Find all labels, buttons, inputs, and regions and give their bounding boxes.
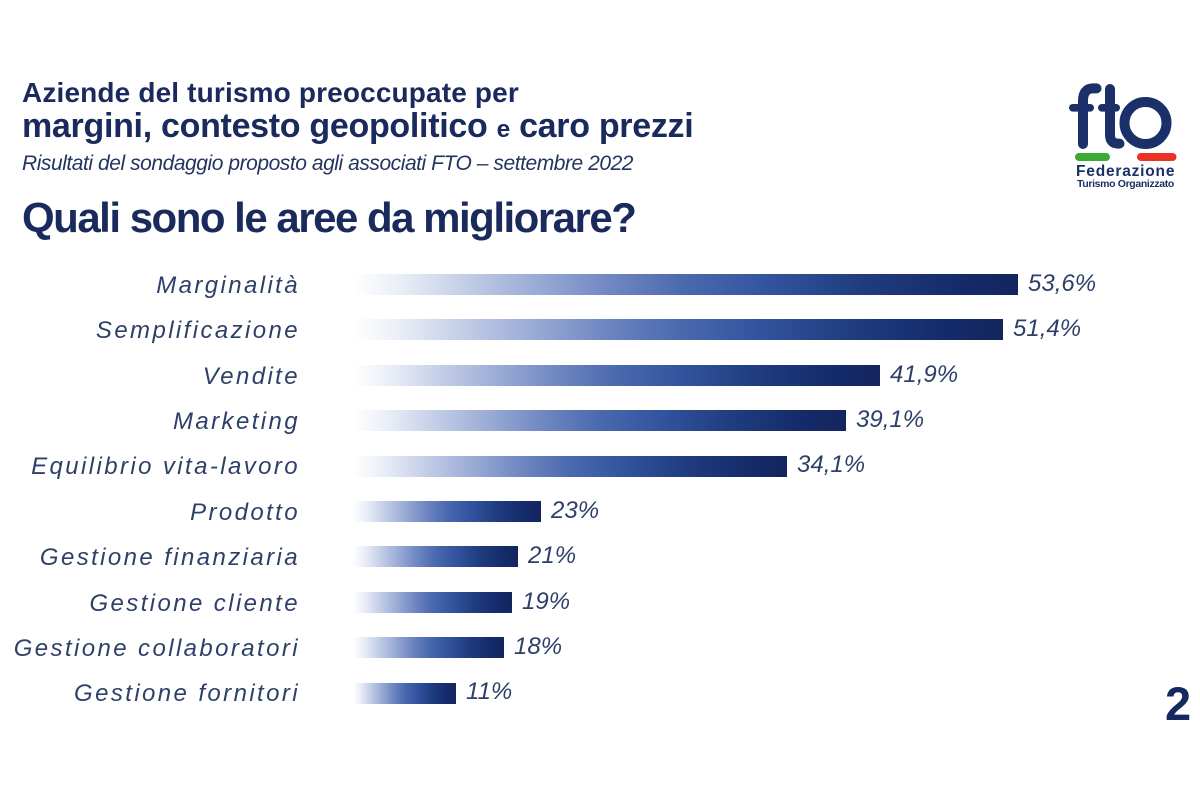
svg-text:Federazione: Federazione xyxy=(1076,163,1175,180)
svg-text:Turismo Organizzato: Turismo Organizzato xyxy=(1077,178,1174,190)
